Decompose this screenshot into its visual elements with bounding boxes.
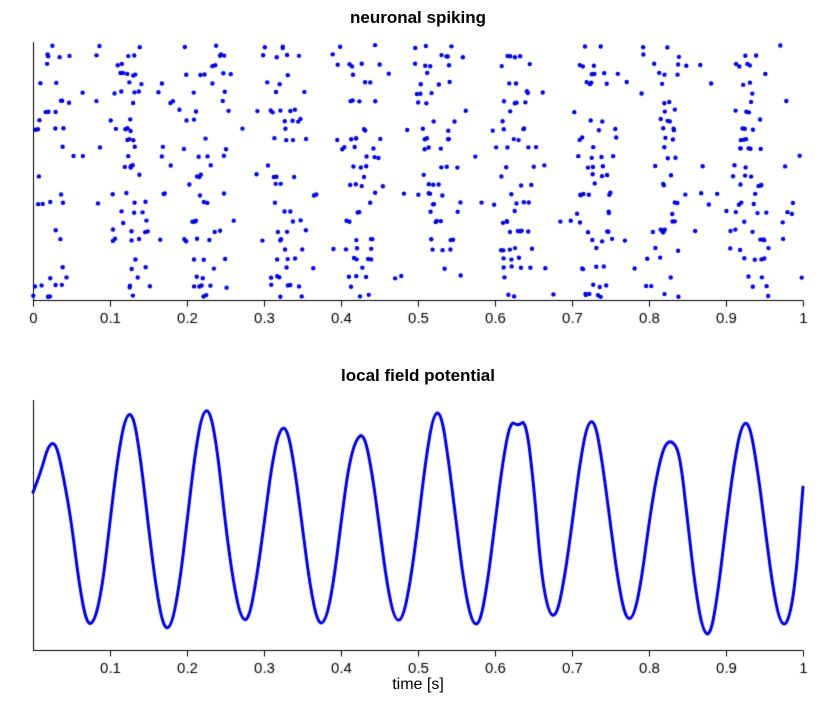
matlab-figure: neuronal spiking local field potential t… <box>0 0 839 720</box>
chart-canvas <box>0 0 839 720</box>
